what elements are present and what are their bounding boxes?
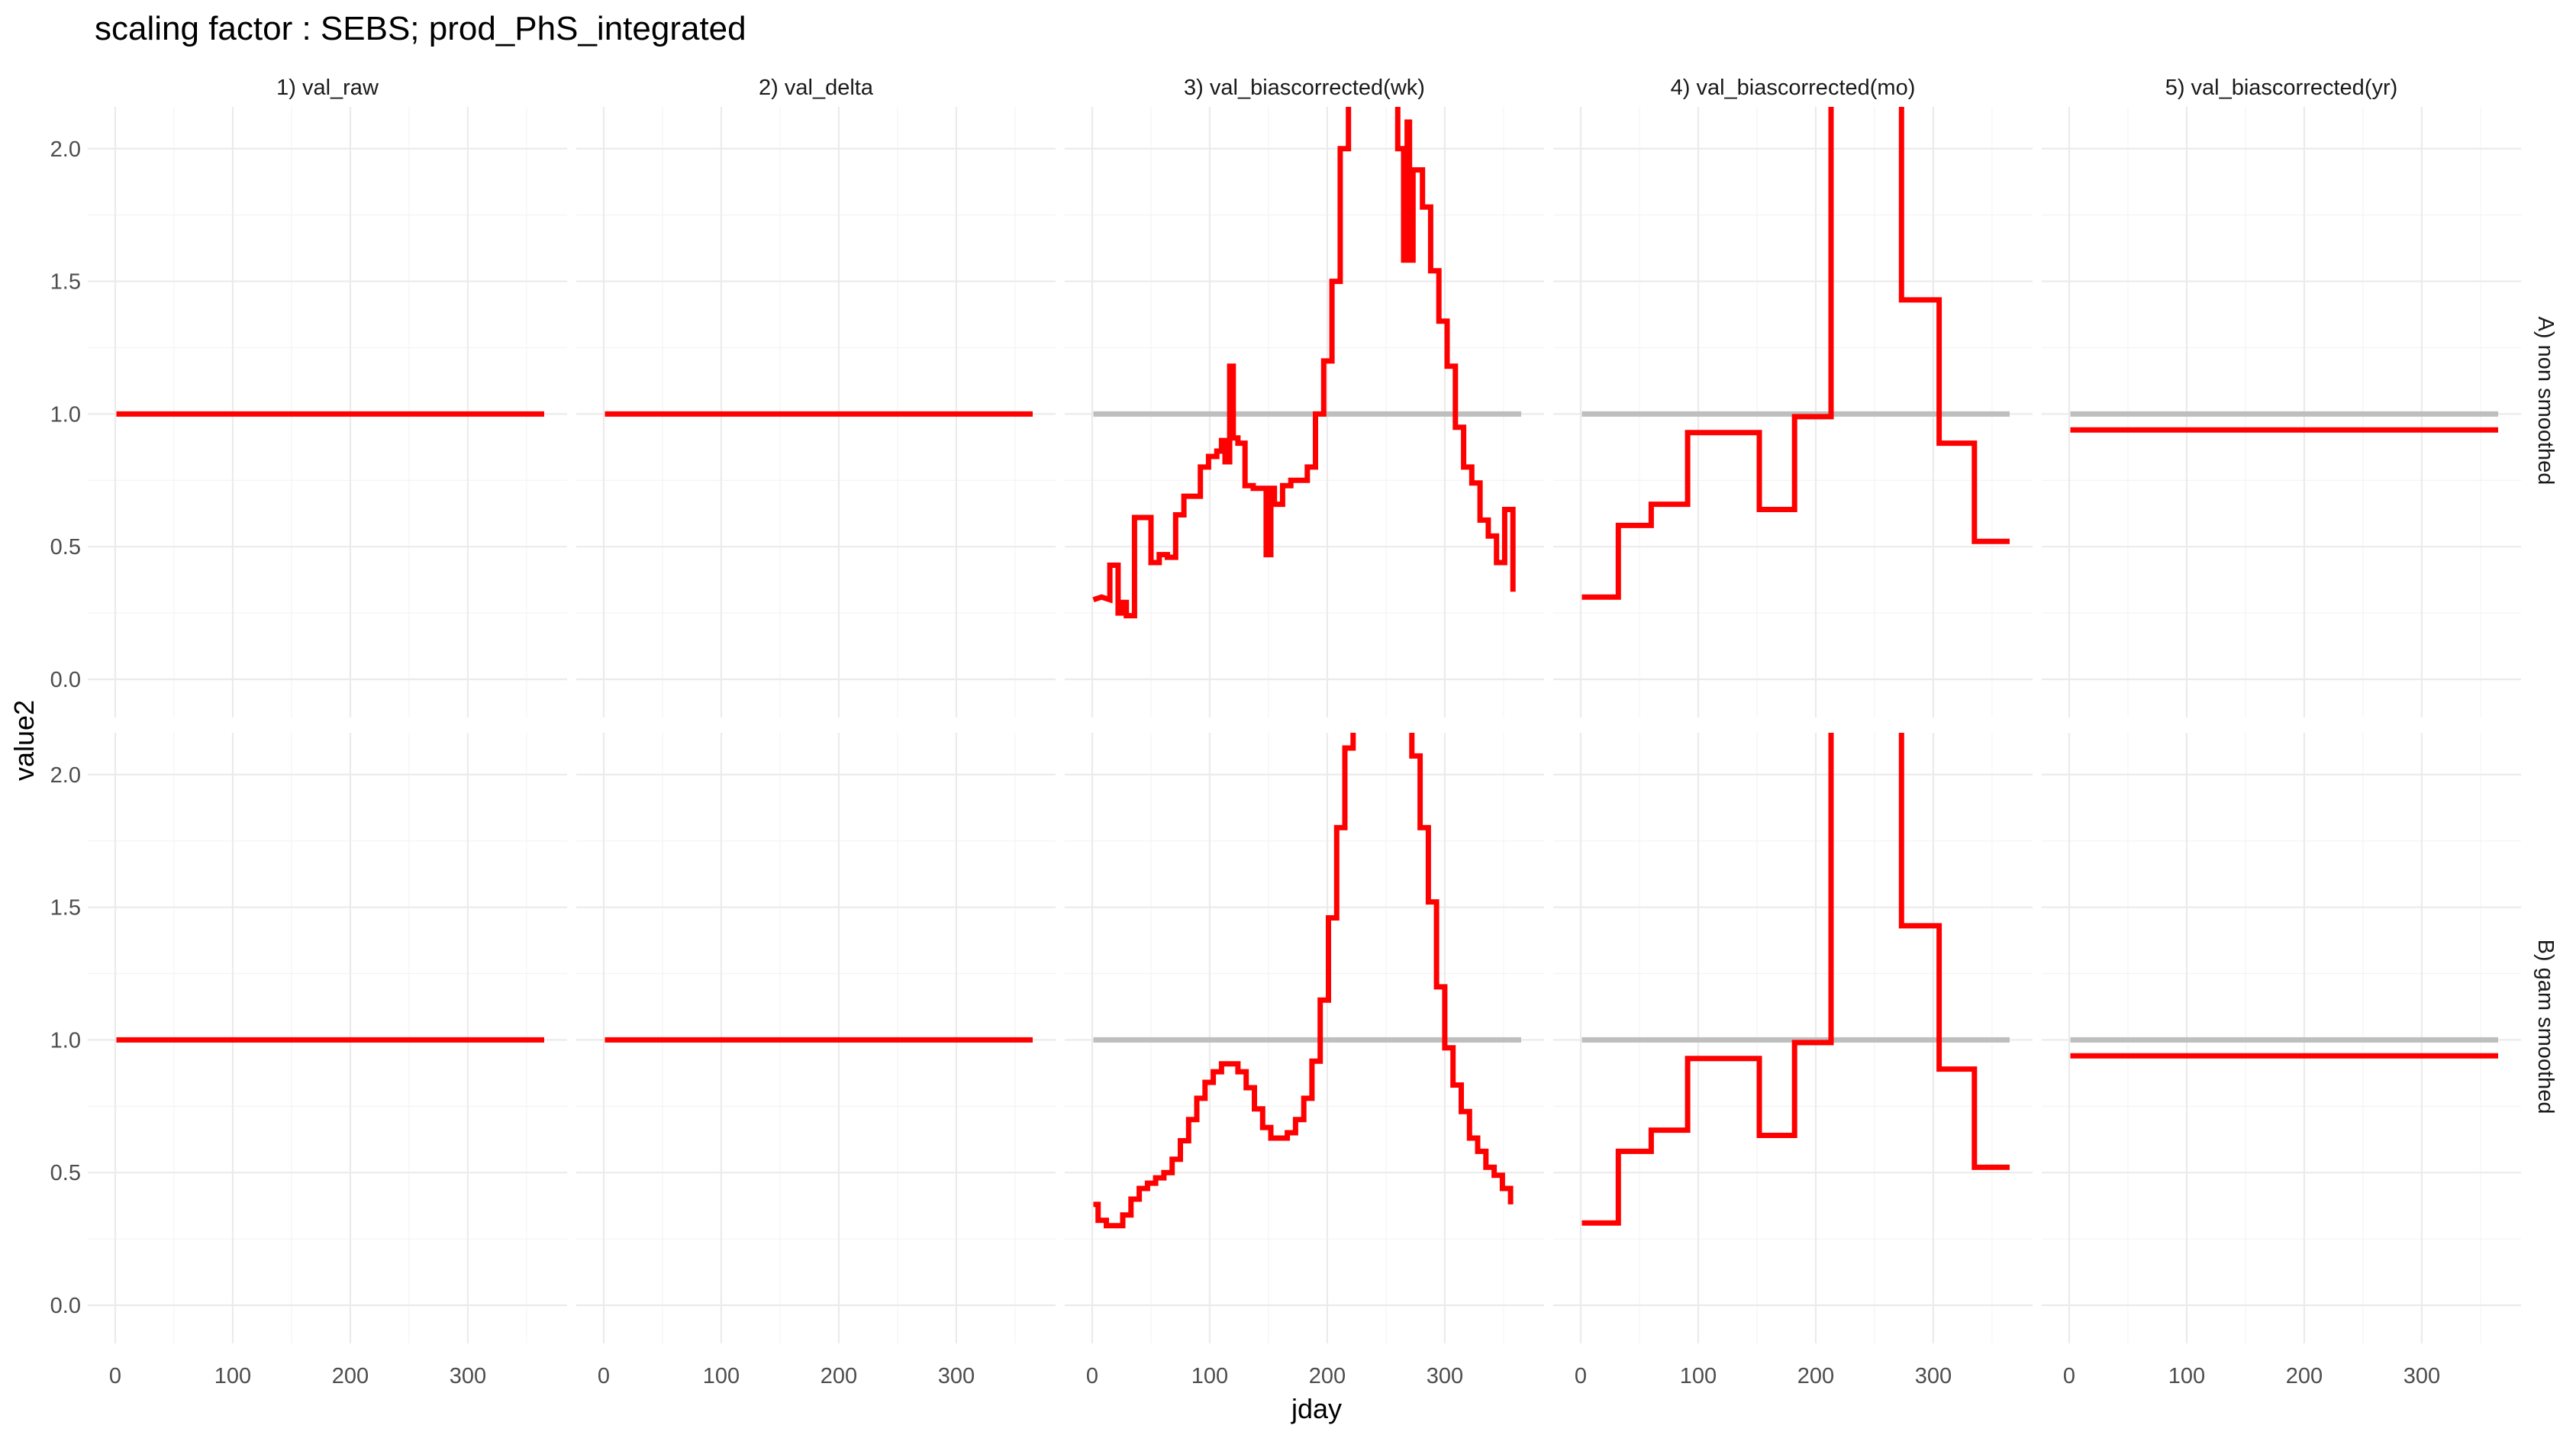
y-tick-label: 0.5: [50, 1161, 81, 1185]
panels-layer: 1) val_raw 2) val_delta 3) val_biascorrect…: [50, 76, 2558, 1388]
x-tick-label: 0: [2063, 1364, 2075, 1388]
x-tick-label: 0: [109, 1364, 121, 1388]
y-tick-label: 0.0: [50, 668, 81, 692]
panel: [88, 107, 567, 718]
column-strip-label: 4) val_biascorrected(mo): [1671, 76, 1916, 100]
y-tick-label: 1.5: [50, 896, 81, 921]
x-tick-label: 200: [2286, 1364, 2323, 1388]
x-tick-label: 100: [2168, 1364, 2205, 1388]
row-strip-label: B) gam smoothed: [2533, 940, 2558, 1114]
x-tick-label: 0: [1575, 1364, 1587, 1388]
x-tick-label: 100: [1680, 1364, 1717, 1388]
x-tick-label: 300: [1427, 1364, 1463, 1388]
x-tick-label: 200: [332, 1364, 369, 1388]
y-tick-label: 1.0: [50, 402, 81, 427]
x-tick-label: 300: [1915, 1364, 1952, 1388]
x-tick-label: 300: [938, 1364, 975, 1388]
y-tick-label: 1.0: [50, 1028, 81, 1053]
panel: [1065, 107, 1544, 718]
x-tick-label: 0: [598, 1364, 610, 1388]
x-tick-label: 200: [1309, 1364, 1346, 1388]
y-axis-title: value2: [8, 700, 40, 781]
column-strip-label: 2) val_delta: [759, 76, 874, 100]
x-tick-label: 100: [703, 1364, 740, 1388]
x-tick-label: 100: [214, 1364, 251, 1388]
value-line: [1093, 733, 1514, 1229]
value-line: [1581, 733, 2010, 1226]
row-strip-label: A) non smoothed: [2533, 317, 2558, 485]
column-strip-label: 1) val_raw: [276, 76, 379, 100]
panel: [2042, 107, 2521, 718]
value-line: [1581, 107, 2010, 600]
column-strip-label: 3) val_biascorrected(wk): [1184, 76, 1425, 100]
x-tick-label: 200: [1797, 1364, 1834, 1388]
x-tick-label: 0: [1086, 1364, 1098, 1388]
y-tick-label: 2.0: [50, 137, 81, 162]
x-axis-title: jday: [1291, 1393, 1342, 1424]
y-tick-label: 0.5: [50, 535, 81, 559]
value-line: [1092, 107, 1516, 619]
y-tick-label: 2.0: [50, 763, 81, 788]
x-tick-label: 300: [450, 1364, 486, 1388]
x-tick-label: 300: [2404, 1364, 2440, 1388]
x-tick-label: 200: [821, 1364, 857, 1388]
chart-title: scaling factor : SEBS; prod_PhS_integrat…: [95, 10, 746, 47]
y-tick-label: 0.0: [50, 1294, 81, 1318]
y-tick-label: 1.5: [50, 270, 81, 295]
column-strip-label: 5) val_biascorrected(yr): [2165, 76, 2398, 100]
x-tick-label: 100: [1191, 1364, 1228, 1388]
